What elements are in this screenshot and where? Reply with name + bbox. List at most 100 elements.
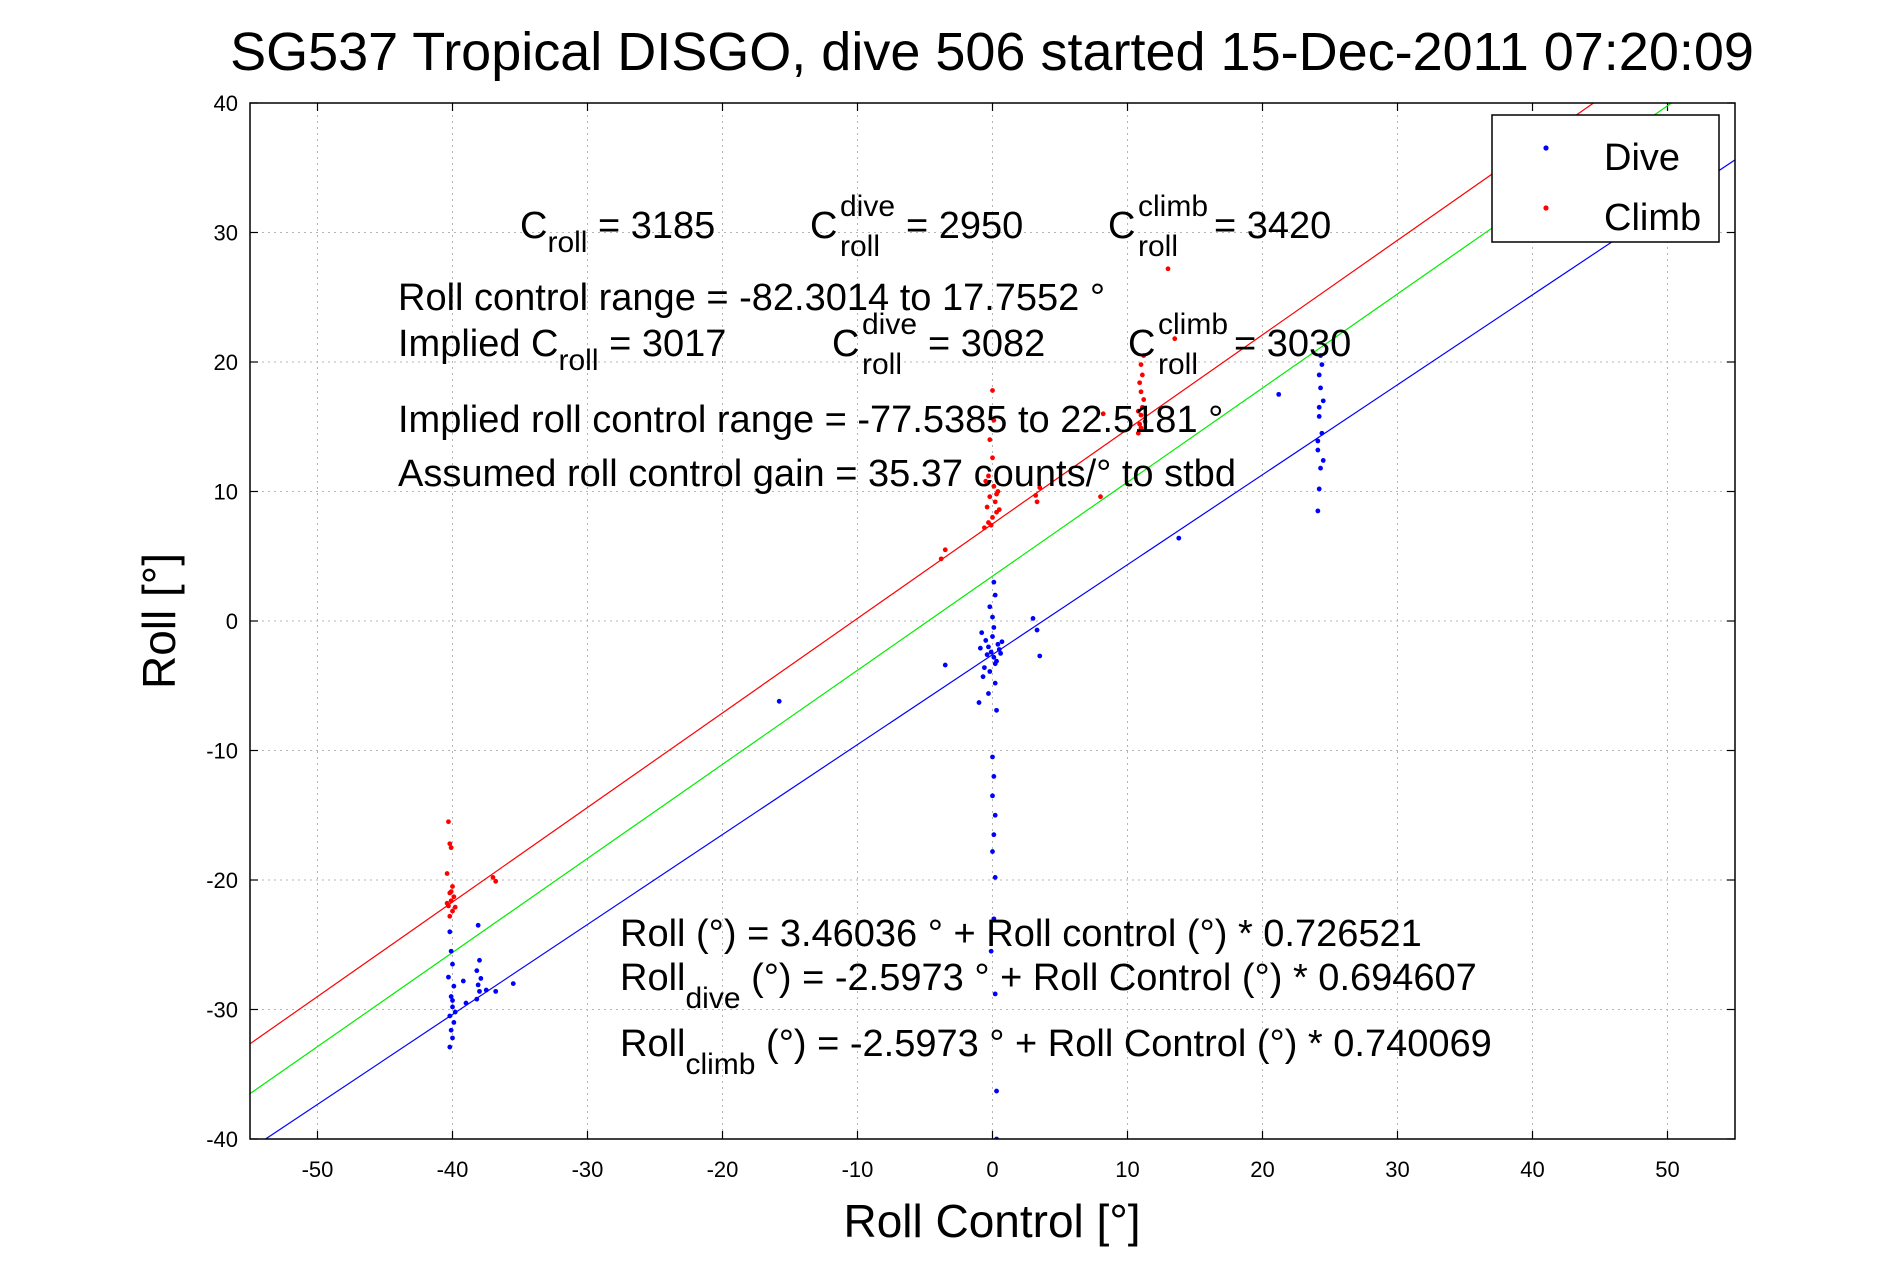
climb-point	[990, 455, 995, 461]
chart-title: SG537 Tropical DISGO, dive 506 started 1…	[230, 22, 1754, 82]
x-tick-label: 50	[1655, 1157, 1679, 1182]
climb-point	[988, 522, 994, 528]
dive-point	[1316, 413, 1322, 419]
data-points	[444, 266, 1326, 1139]
y-tick-label: 30	[214, 221, 238, 246]
climb-point	[938, 556, 944, 562]
y-tick-label: -20	[206, 868, 238, 893]
dive-point	[1316, 372, 1322, 378]
climb-point	[983, 478, 989, 484]
dive-point	[992, 875, 998, 880]
climb-point	[450, 884, 455, 889]
dive-point	[474, 996, 480, 1002]
dive-point	[980, 674, 986, 680]
legend-climb-label: Climb	[1604, 197, 1701, 239]
dive-point	[991, 625, 997, 630]
climb-point	[1034, 499, 1040, 505]
dive-point	[483, 987, 489, 993]
dive-point	[475, 922, 481, 928]
climb-point	[1137, 421, 1143, 427]
dive-point	[999, 639, 1005, 645]
fit-line-dive	[264, 159, 1735, 1139]
y-tick-label: -40	[206, 1127, 238, 1152]
climb-point	[987, 494, 993, 500]
climb-point	[1033, 492, 1039, 498]
dive-point	[447, 1013, 453, 1019]
dive-point	[1315, 438, 1321, 444]
dive-point	[475, 982, 481, 988]
climb-point	[446, 819, 451, 825]
climb-point	[990, 388, 995, 393]
y-tick-label: 40	[214, 91, 238, 116]
climb-point	[448, 898, 454, 904]
dive-point	[447, 1044, 453, 1050]
dive-point	[991, 654, 997, 660]
dive-point	[984, 652, 990, 658]
climb-point	[942, 547, 948, 553]
dive-point	[1315, 508, 1321, 514]
dive-point	[988, 649, 994, 655]
climb-point	[1142, 419, 1148, 424]
dive-point	[995, 641, 1001, 647]
dive-point	[450, 1004, 455, 1010]
plot-frame	[249, 102, 1736, 1140]
climb-point	[1165, 266, 1171, 272]
dive-point	[1318, 385, 1323, 391]
dive-point	[1176, 535, 1182, 541]
y-tick-label: 20	[214, 350, 238, 375]
dive-point	[994, 1088, 999, 1094]
dive-point	[991, 832, 997, 838]
climb-point	[448, 845, 454, 851]
dive-point	[982, 665, 987, 671]
dive-point	[992, 680, 998, 686]
x-axis-label: Roll Control [°]	[843, 1195, 1140, 1247]
x-tick-label: 10	[1115, 1157, 1139, 1182]
dive-point	[477, 988, 482, 994]
annotation-implied-c-roll-climb: C climb roll = 3030	[1128, 301, 1351, 383]
climb-point	[982, 525, 987, 531]
dive-point	[493, 988, 499, 994]
dive-point	[1316, 486, 1322, 492]
climb-point	[444, 900, 450, 906]
climb-point	[447, 841, 453, 847]
dive-point	[991, 916, 997, 922]
legend-dive-marker	[1543, 145, 1549, 151]
dive-point	[452, 1009, 458, 1015]
climb-point	[450, 908, 455, 914]
dive-point	[942, 662, 948, 668]
dive-point	[448, 994, 454, 999]
dive-point	[451, 1020, 457, 1025]
x-tick-label: 40	[1520, 1157, 1544, 1182]
x-tick-label: -50	[302, 1157, 334, 1182]
dive-point	[987, 604, 993, 610]
climb-point	[1141, 397, 1147, 402]
dive-point	[986, 644, 991, 650]
dive-point	[991, 774, 997, 779]
y-tick-label: -10	[206, 739, 238, 764]
climb-point	[990, 515, 995, 520]
dive-point	[986, 691, 991, 696]
dive-point	[990, 614, 995, 620]
legend-dive-label: Dive	[1604, 137, 1680, 179]
x-tick-label: -40	[437, 1157, 469, 1182]
y-tick-label: -30	[206, 998, 238, 1023]
climb-point	[1135, 430, 1141, 436]
dive-point	[991, 579, 997, 585]
y-tick-label: 0	[226, 609, 238, 634]
dive-point	[977, 645, 983, 651]
annotation-c-roll-climb: C climb roll = 3420	[1108, 183, 1331, 265]
dive-point	[1320, 458, 1326, 463]
dive-point	[988, 948, 994, 954]
climb-point	[1172, 336, 1178, 342]
climb-point	[1138, 412, 1144, 418]
dive-point	[992, 661, 998, 667]
dive-point	[990, 849, 995, 854]
dive-point	[1276, 391, 1282, 397]
climb-point	[984, 504, 990, 510]
climb-point	[994, 491, 999, 497]
dive-point	[1319, 430, 1325, 436]
climb-point	[992, 499, 998, 505]
dive-point	[994, 707, 999, 713]
climb-point	[451, 894, 457, 900]
dive-point	[990, 793, 995, 799]
